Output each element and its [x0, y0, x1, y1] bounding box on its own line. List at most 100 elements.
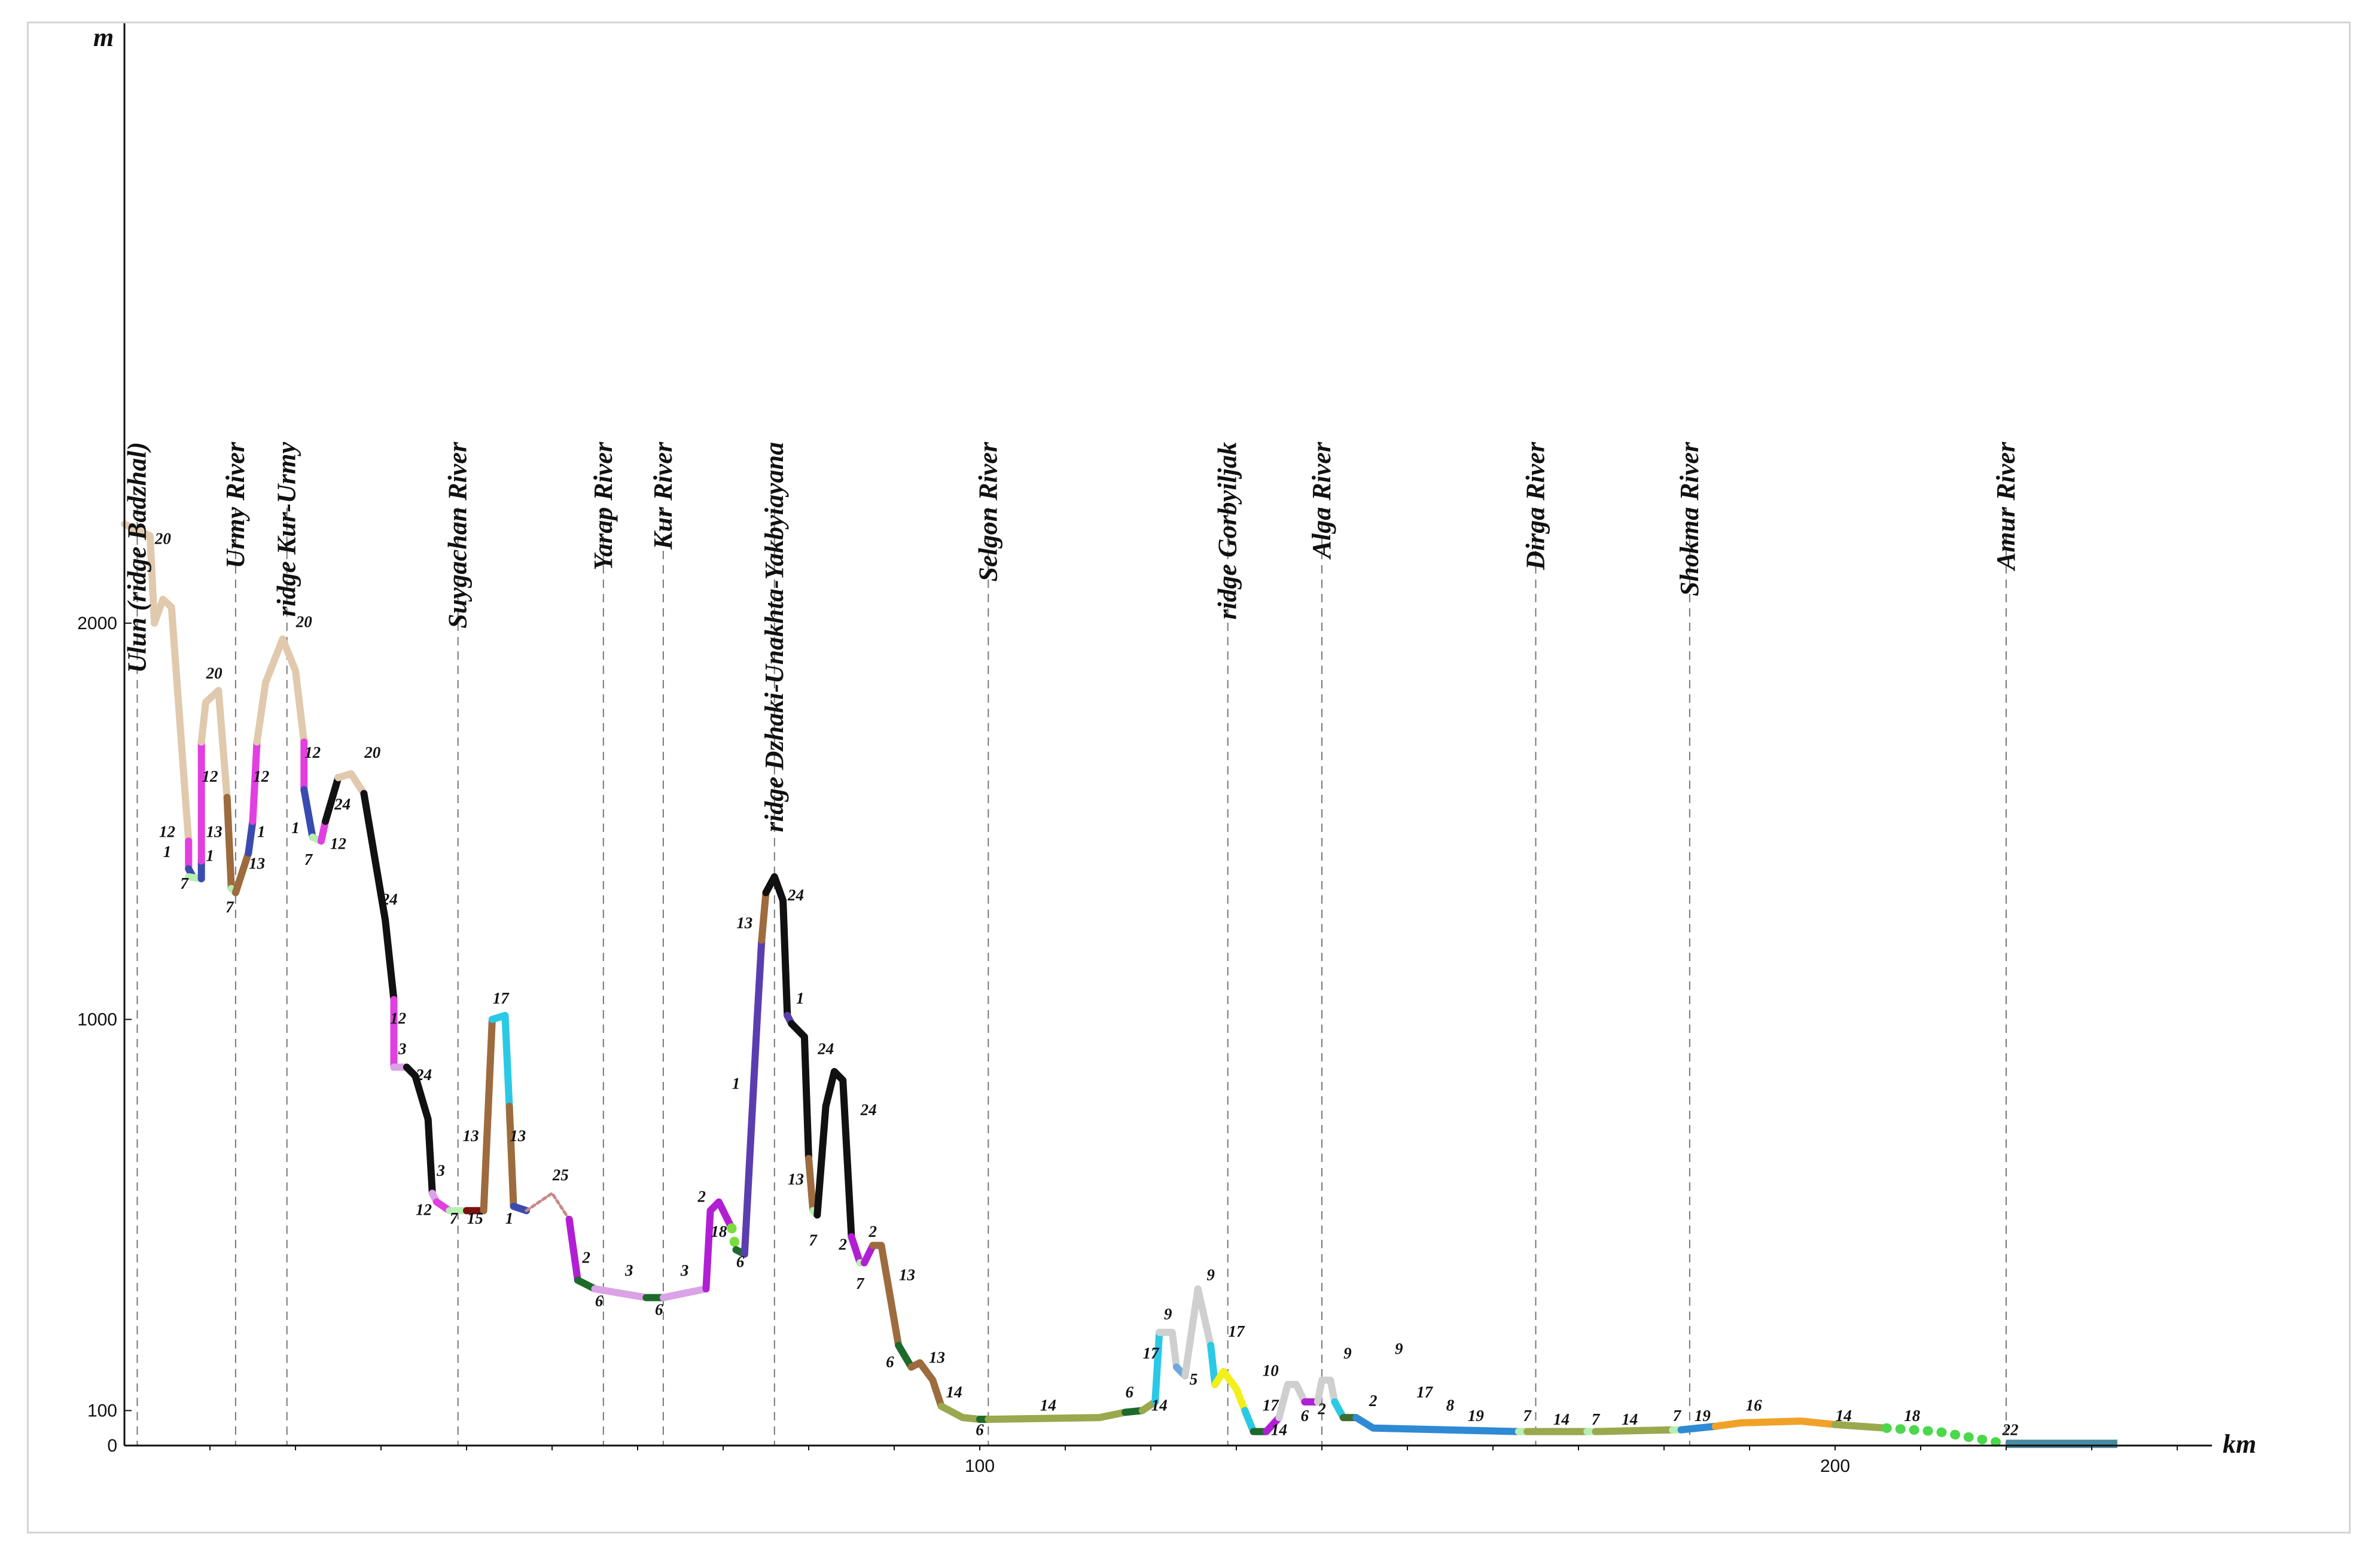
segment-label-62: 9: [1206, 1266, 1215, 1283]
landmark-label-11: Shokma River: [1675, 441, 1704, 596]
profile-segment-47: [813, 1068, 855, 1240]
profile-segment-28: [488, 1011, 513, 1110]
profile-segment-81: [1832, 1420, 1890, 1432]
landmark-label-12: Amur River: [1991, 441, 2021, 572]
segment-label-63: 17: [1229, 1322, 1246, 1340]
segment-label-12: 7: [180, 874, 189, 892]
segment-label-41: 24: [787, 886, 804, 904]
segment-label-3: 20: [364, 743, 381, 761]
profile-segment-19: [360, 789, 398, 1004]
segment-label-38: 18: [711, 1222, 727, 1240]
segment-label-34: 3: [624, 1261, 633, 1279]
profile-segment-18: [334, 770, 368, 797]
segment-label-69: 9: [1343, 1344, 1352, 1362]
profile-segment-42: [762, 873, 791, 1019]
segment-label-37: 2: [697, 1188, 706, 1206]
segment-label-56: 14: [1040, 1397, 1056, 1414]
segment-label-49: 2: [868, 1222, 877, 1240]
segment-label-28: 17: [493, 989, 510, 1007]
segment-label-0: 20: [154, 529, 172, 547]
profile-segment-40: [740, 937, 766, 1258]
segment-label-64: 10: [1263, 1361, 1279, 1379]
segment-label-50: 7: [856, 1275, 865, 1292]
segment-label-80: 19: [1695, 1407, 1711, 1425]
profile-segment-56: [985, 1408, 1129, 1423]
segment-label-15: 7: [225, 898, 234, 916]
segment-label-55: 6: [976, 1420, 984, 1438]
segment-label-18: 24: [334, 795, 351, 813]
profile-segment-63: [1207, 1341, 1219, 1388]
segment-label-14: 13: [249, 855, 265, 873]
segment-label-84: 22: [2002, 1420, 2019, 1438]
profile-segment-0: [121, 520, 193, 845]
profile-segment-27: [480, 1016, 496, 1215]
segment-label-2: 20: [295, 613, 313, 631]
profile-segment-32: [565, 1215, 581, 1284]
segment-label-82: 14: [1836, 1407, 1852, 1425]
landmark-label-2: ridge Kur-Urmy: [272, 442, 301, 617]
segment-label-81: 16: [1746, 1397, 1763, 1414]
segment-label-25: 7: [450, 1209, 459, 1227]
profile-segment-36: [659, 1285, 710, 1301]
segment-label-23: 3: [436, 1161, 445, 1179]
landmark-label-4: Yarap River: [589, 441, 618, 571]
landmark-label-10: Dirga River: [1521, 441, 1550, 571]
profile-segment-64: [1211, 1368, 1249, 1414]
segment-label-77: 7: [1592, 1410, 1601, 1428]
profile-segment-65: [1241, 1407, 1257, 1435]
profile-segment-31: [525, 1191, 571, 1221]
segment-label-72: 17: [1416, 1383, 1434, 1401]
segment-label-48: 2: [838, 1236, 847, 1254]
profile-segment-45: [805, 1155, 817, 1215]
segment-label-61: 5: [1190, 1370, 1198, 1388]
profile-segment-38: [727, 1223, 741, 1255]
y-axis-unit: m: [93, 23, 114, 52]
segment-label-17: 7: [304, 850, 313, 868]
profile-segment-22: [403, 1063, 436, 1197]
landmark-label-7: Selgon River: [973, 441, 1002, 581]
profile-segment-44: [788, 1020, 812, 1162]
segment-label-21: 3: [398, 1040, 407, 1058]
segment-label-47: 7: [809, 1231, 818, 1249]
segment-label-68: 2: [1317, 1400, 1326, 1417]
segment-label-52: 6: [886, 1353, 894, 1371]
landmark-label-5: Kur River: [648, 441, 678, 550]
segment-label-5: 12: [253, 767, 269, 785]
landmark-label-0: Ulun (ridge Badzhal): [122, 442, 151, 673]
segment-label-54: 14: [946, 1383, 962, 1401]
segment-label-6: 12: [159, 823, 175, 841]
profile-segment-80: [1711, 1417, 1839, 1430]
segment-label-44: 24: [817, 1040, 834, 1058]
landmark-label-3: Suygachan River: [443, 441, 473, 629]
profile-segment-54: [937, 1402, 983, 1423]
segment-label-74: 19: [1468, 1407, 1485, 1425]
segment-label-83: 18: [1904, 1407, 1921, 1425]
profile-segment-79: [1677, 1422, 1719, 1434]
landmark-label-9: Alga River: [1307, 441, 1336, 560]
segment-label-43: 1: [796, 989, 804, 1007]
profile-segment-10: [245, 818, 257, 857]
x-tick-label-0: 100: [965, 1456, 995, 1476]
segment-label-22: 24: [415, 1066, 432, 1084]
segment-label-67: 6: [1301, 1407, 1309, 1425]
segment-label-53: 13: [929, 1349, 945, 1367]
landmark-label-1: Urmy River: [221, 441, 250, 568]
segment-label-16: 1: [291, 819, 300, 837]
segment-label-78: 14: [1622, 1410, 1638, 1428]
y-tick-label-0: 0: [107, 1436, 117, 1456]
segment-label-19: 24: [381, 890, 398, 908]
profile-segment-29: [505, 1102, 517, 1210]
segment-label-40: 13: [736, 914, 752, 932]
segment-label-20: 12: [390, 1010, 406, 1027]
profile-segment-9: [231, 849, 252, 897]
x-axis-unit: km: [2223, 1429, 2256, 1459]
profile-segment-73: [1352, 1414, 1522, 1435]
segment-label-51: 13: [899, 1266, 915, 1283]
segment-label-27: 13: [463, 1127, 479, 1145]
segment-label-59: 17: [1143, 1344, 1160, 1362]
segment-label-46: 13: [788, 1170, 804, 1188]
segment-label-70: 2: [1369, 1392, 1378, 1410]
segment-label-65: 17: [1263, 1397, 1280, 1414]
y-tick-label-1: 100: [87, 1401, 117, 1421]
profile-segment-6: [197, 687, 231, 801]
